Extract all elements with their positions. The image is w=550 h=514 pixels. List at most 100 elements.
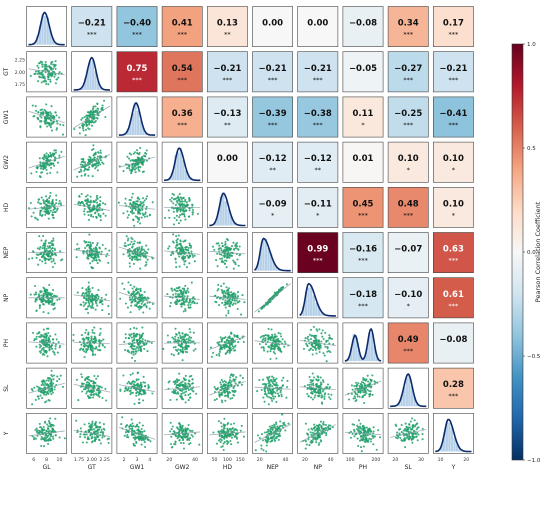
scatter-point [360,383,363,386]
scatter-point [38,335,41,338]
scatter-point [174,204,177,207]
corr-value: −0.05 [349,64,377,74]
scatter-point [84,168,87,171]
scatter-point [43,333,46,336]
scatter-point [121,416,124,419]
cell-PH-Y: −0.08 [432,322,474,364]
scatter-point [132,424,135,427]
scatter-point [39,176,42,179]
cell-NP-Y: 0.61*** [432,277,474,319]
scatter-point [184,401,187,404]
scatter-point [141,205,144,208]
scatter-point [90,300,93,303]
scatter-point [271,435,274,438]
scatter-point [233,422,236,425]
scatter-point [139,381,142,384]
scatter-point [44,391,47,394]
scatter-point [95,435,98,438]
scatter-point [139,294,142,297]
scatter-point [179,205,182,208]
cell-NEP-NP: 0.99*** [297,232,339,274]
scatter-point [265,444,268,447]
regression-line [209,336,246,350]
scatter-point [52,63,55,66]
scatter-point [188,336,191,339]
scatter-point [355,381,358,384]
scatter-point [52,239,55,242]
scatter-point [176,210,179,213]
scatter-point [323,395,326,398]
cell-GW2-NP: −0.12** [297,141,339,183]
cell-NP-GL [26,277,68,319]
scatter-point [82,344,85,348]
scatter-point [179,239,182,242]
corr-tile [387,187,429,228]
cell-NEP-GW1 [116,232,158,274]
scatter-point [56,161,60,164]
scatter-point [328,342,331,345]
scatter-point [174,327,177,330]
corr-tile [387,232,429,274]
significance-stars: ** [269,166,276,174]
scatter-point [191,203,194,206]
scatter-point [134,159,137,162]
scatter-point [81,124,84,127]
scatter-point [280,395,283,398]
scatter-point [83,207,86,211]
scatter-point [175,239,178,242]
scatter-point [50,162,53,165]
significance-stars: ** [315,166,322,174]
scatter-point [232,267,235,270]
scatter-point [138,392,141,395]
cell-HD-GL [26,187,68,228]
significance-stars: ** [224,31,231,39]
scatter-point [229,423,233,426]
scatter-point [319,376,322,379]
scatter-point [309,381,312,384]
scatter-point [192,331,195,334]
scatter-point [55,198,58,202]
scatter-point [91,163,94,166]
corr-tile [432,322,474,364]
scatter-point [40,171,43,174]
cell-HD-PH: 0.45*** [342,187,384,228]
scatter-point [230,245,233,248]
scatter-point [187,393,190,396]
scatter-point [37,263,40,266]
scatter-point [270,391,273,394]
scatter-point [264,392,267,395]
scatter-point [142,381,145,384]
scatter-point [95,216,98,219]
scatter-point [49,171,52,174]
scatter-point [326,346,329,349]
scatter-point [174,292,177,295]
scatter-point [99,151,102,154]
scatter-point [81,337,84,341]
scatter-point [262,347,265,350]
scatter-point [46,292,49,295]
scatter-point [95,259,98,262]
scatter-point [124,336,127,339]
scatter-point [192,390,195,393]
scatter-point [180,340,183,343]
cell-HD-GW1 [116,187,158,228]
scatter-point [179,303,182,306]
scatter-point [80,174,83,177]
scatter-point [45,111,48,114]
scatter-point [103,99,106,102]
scatter-point [46,327,49,330]
scatter-point [325,386,328,389]
scatter-point [260,307,263,310]
scatter-point [231,337,234,340]
scatter-point [130,391,133,394]
scatter-point [279,332,282,335]
scatter-point [135,200,138,203]
scatter-point [311,372,314,375]
regression-line [118,291,156,304]
scatter-point [172,198,175,201]
scatter-point [141,430,144,434]
cell-HD-NP: −0.11* [297,187,339,228]
scatter-point [91,260,94,263]
scatter-point [40,76,43,79]
significance-stars: *** [177,31,188,39]
